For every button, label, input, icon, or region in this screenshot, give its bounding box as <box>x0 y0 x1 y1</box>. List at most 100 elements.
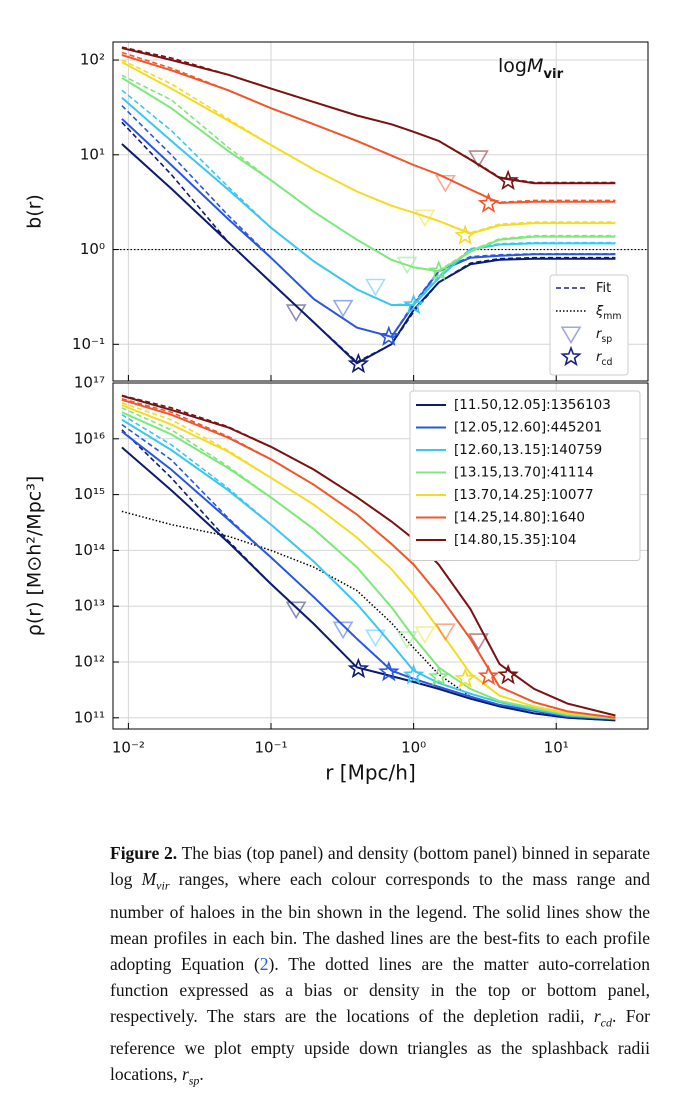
rcd-marker <box>347 352 370 374</box>
legend-label: [13.15,13.70]:41114 <box>454 465 594 481</box>
legend-label-sub: sp <box>601 334 612 345</box>
rcd-marker <box>428 665 450 687</box>
y-tick-label: 10¹⁷ <box>74 374 105 392</box>
caption-text: cd <box>600 1015 612 1029</box>
profile-line <box>121 446 616 722</box>
legend-label: rcd <box>596 350 612 369</box>
legend-swatch <box>560 345 582 367</box>
rcd-marker <box>454 667 476 688</box>
y-axis-label: b(r) <box>24 194 46 229</box>
rcd-marker <box>454 224 476 245</box>
rsp-marker <box>468 150 489 168</box>
rcd-marker <box>347 657 370 679</box>
caption-text: r <box>593 1005 601 1026</box>
caption-text: . <box>199 1064 204 1084</box>
profile-line <box>121 418 616 720</box>
legend-label: [14.25,14.80]:1640 <box>454 510 585 526</box>
x-tick-label: 10¹ <box>544 739 569 757</box>
rsp-marker <box>332 299 354 318</box>
y-tick-label: 10¹⁴ <box>74 541 105 559</box>
text-part: log <box>498 55 527 77</box>
profile-line <box>121 404 616 719</box>
profile-line <box>121 61 616 235</box>
rsp-marker <box>468 633 489 651</box>
y-tick-label: 10⁻¹ <box>72 335 105 353</box>
legend-label: [13.70,14.25]:10077 <box>454 487 594 503</box>
caption: Figure 2. The bias (top panel) and densi… <box>110 840 650 1094</box>
y-tick-label: 10¹⁵ <box>74 485 105 503</box>
x-tick-label: 10⁰ <box>401 739 426 757</box>
profile-line <box>121 143 616 365</box>
plot-area <box>113 42 648 381</box>
rsp-marker <box>365 629 386 648</box>
annotation: logMvir <box>498 55 564 82</box>
rcd-marker <box>402 293 425 315</box>
legend-label-sub: mm <box>603 311 621 322</box>
rsp-marker <box>414 626 436 644</box>
legend-label: [12.05,12.60]:445201 <box>454 420 602 436</box>
rcd-marker <box>402 663 425 685</box>
caption-text: ). The dotted lines are the matter auto-… <box>110 953 650 1026</box>
caption-text: ranges, where each colour corresponds to… <box>110 869 650 974</box>
profile-line <box>121 54 616 205</box>
legend-label: [12.60,13.15]:140759 <box>454 442 602 458</box>
legend-label: ξmm <box>595 304 621 323</box>
profile-line <box>121 118 616 338</box>
rsp-marker <box>285 304 307 322</box>
y-tick-label: 10¹¹ <box>74 708 105 726</box>
legend-label-main: Fit <box>596 281 611 296</box>
y-tick-label: 10¹ <box>80 145 105 163</box>
legend-label: [14.80,15.35]:104 <box>454 532 576 548</box>
profile-line <box>121 398 616 719</box>
legend-box <box>549 274 629 376</box>
text-part: vir <box>543 67 563 82</box>
caption-text: sp <box>188 1073 200 1088</box>
caption-text: The bias (top panel) and density (bottom… <box>110 843 650 889</box>
rsp-marker <box>285 601 307 620</box>
legend-label: Fit <box>596 281 611 296</box>
caption-label: Figure 2. <box>110 843 178 863</box>
profile-line <box>121 47 616 185</box>
profile-line <box>121 394 616 717</box>
axes-frame <box>112 382 649 730</box>
profile-line <box>121 96 616 306</box>
legend-box <box>409 390 641 561</box>
rsp-marker <box>414 209 436 228</box>
fit-line <box>121 59 616 234</box>
legend-label-sub: cd <box>601 357 612 368</box>
rcd-marker <box>378 325 400 346</box>
rcd-marker <box>497 663 519 685</box>
text-part: M <box>527 55 543 77</box>
legend-label-main: ξ <box>595 304 604 319</box>
y-tick-label: 10⁰ <box>80 240 105 258</box>
page: 10⁻¹ 10⁰ 10¹ 10² b(r) logMvir Fit ξmm rsp rcd 10⁻²… <box>23 41 650 1088</box>
legend-label: [11.50,12.05]:1356103 <box>454 397 611 413</box>
x-tick-label: 10⁻¹ <box>254 739 287 757</box>
rcd-marker <box>428 260 450 281</box>
y-tick-label: 10¹³ <box>74 597 105 615</box>
legend-label-main: r <box>596 327 603 342</box>
y-tick-label: 10¹² <box>74 653 105 671</box>
rsp-marker <box>434 174 456 193</box>
x-axis-label: r [Mpc/h] <box>325 761 416 785</box>
rsp-marker <box>434 623 456 642</box>
y-tick-label: 10¹⁶ <box>74 429 105 447</box>
legend-label-main: r <box>596 350 603 365</box>
rsp-marker <box>365 278 386 297</box>
profile-line <box>121 411 616 720</box>
rcd-marker <box>378 660 400 682</box>
rsp-marker <box>332 621 354 640</box>
caption-text: M <box>141 869 157 889</box>
x-tick-label: 10⁻² <box>112 739 145 757</box>
y-tick-label: 10² <box>80 51 105 69</box>
legend-swatch <box>560 326 582 345</box>
figure: 10⁻¹10⁰10¹10²b(r)logMvirFitξmmrsprcd10⁻²… <box>24 41 649 785</box>
rcd-marker <box>477 664 500 686</box>
caption-text[interactable]: 2 <box>259 953 269 974</box>
caption-text: vir <box>156 878 170 893</box>
matter-line <box>121 510 616 719</box>
caption-text: r <box>181 1064 189 1084</box>
legend-label: rsp <box>596 327 612 346</box>
rsp-marker <box>396 256 418 275</box>
rcd-marker <box>497 169 519 191</box>
